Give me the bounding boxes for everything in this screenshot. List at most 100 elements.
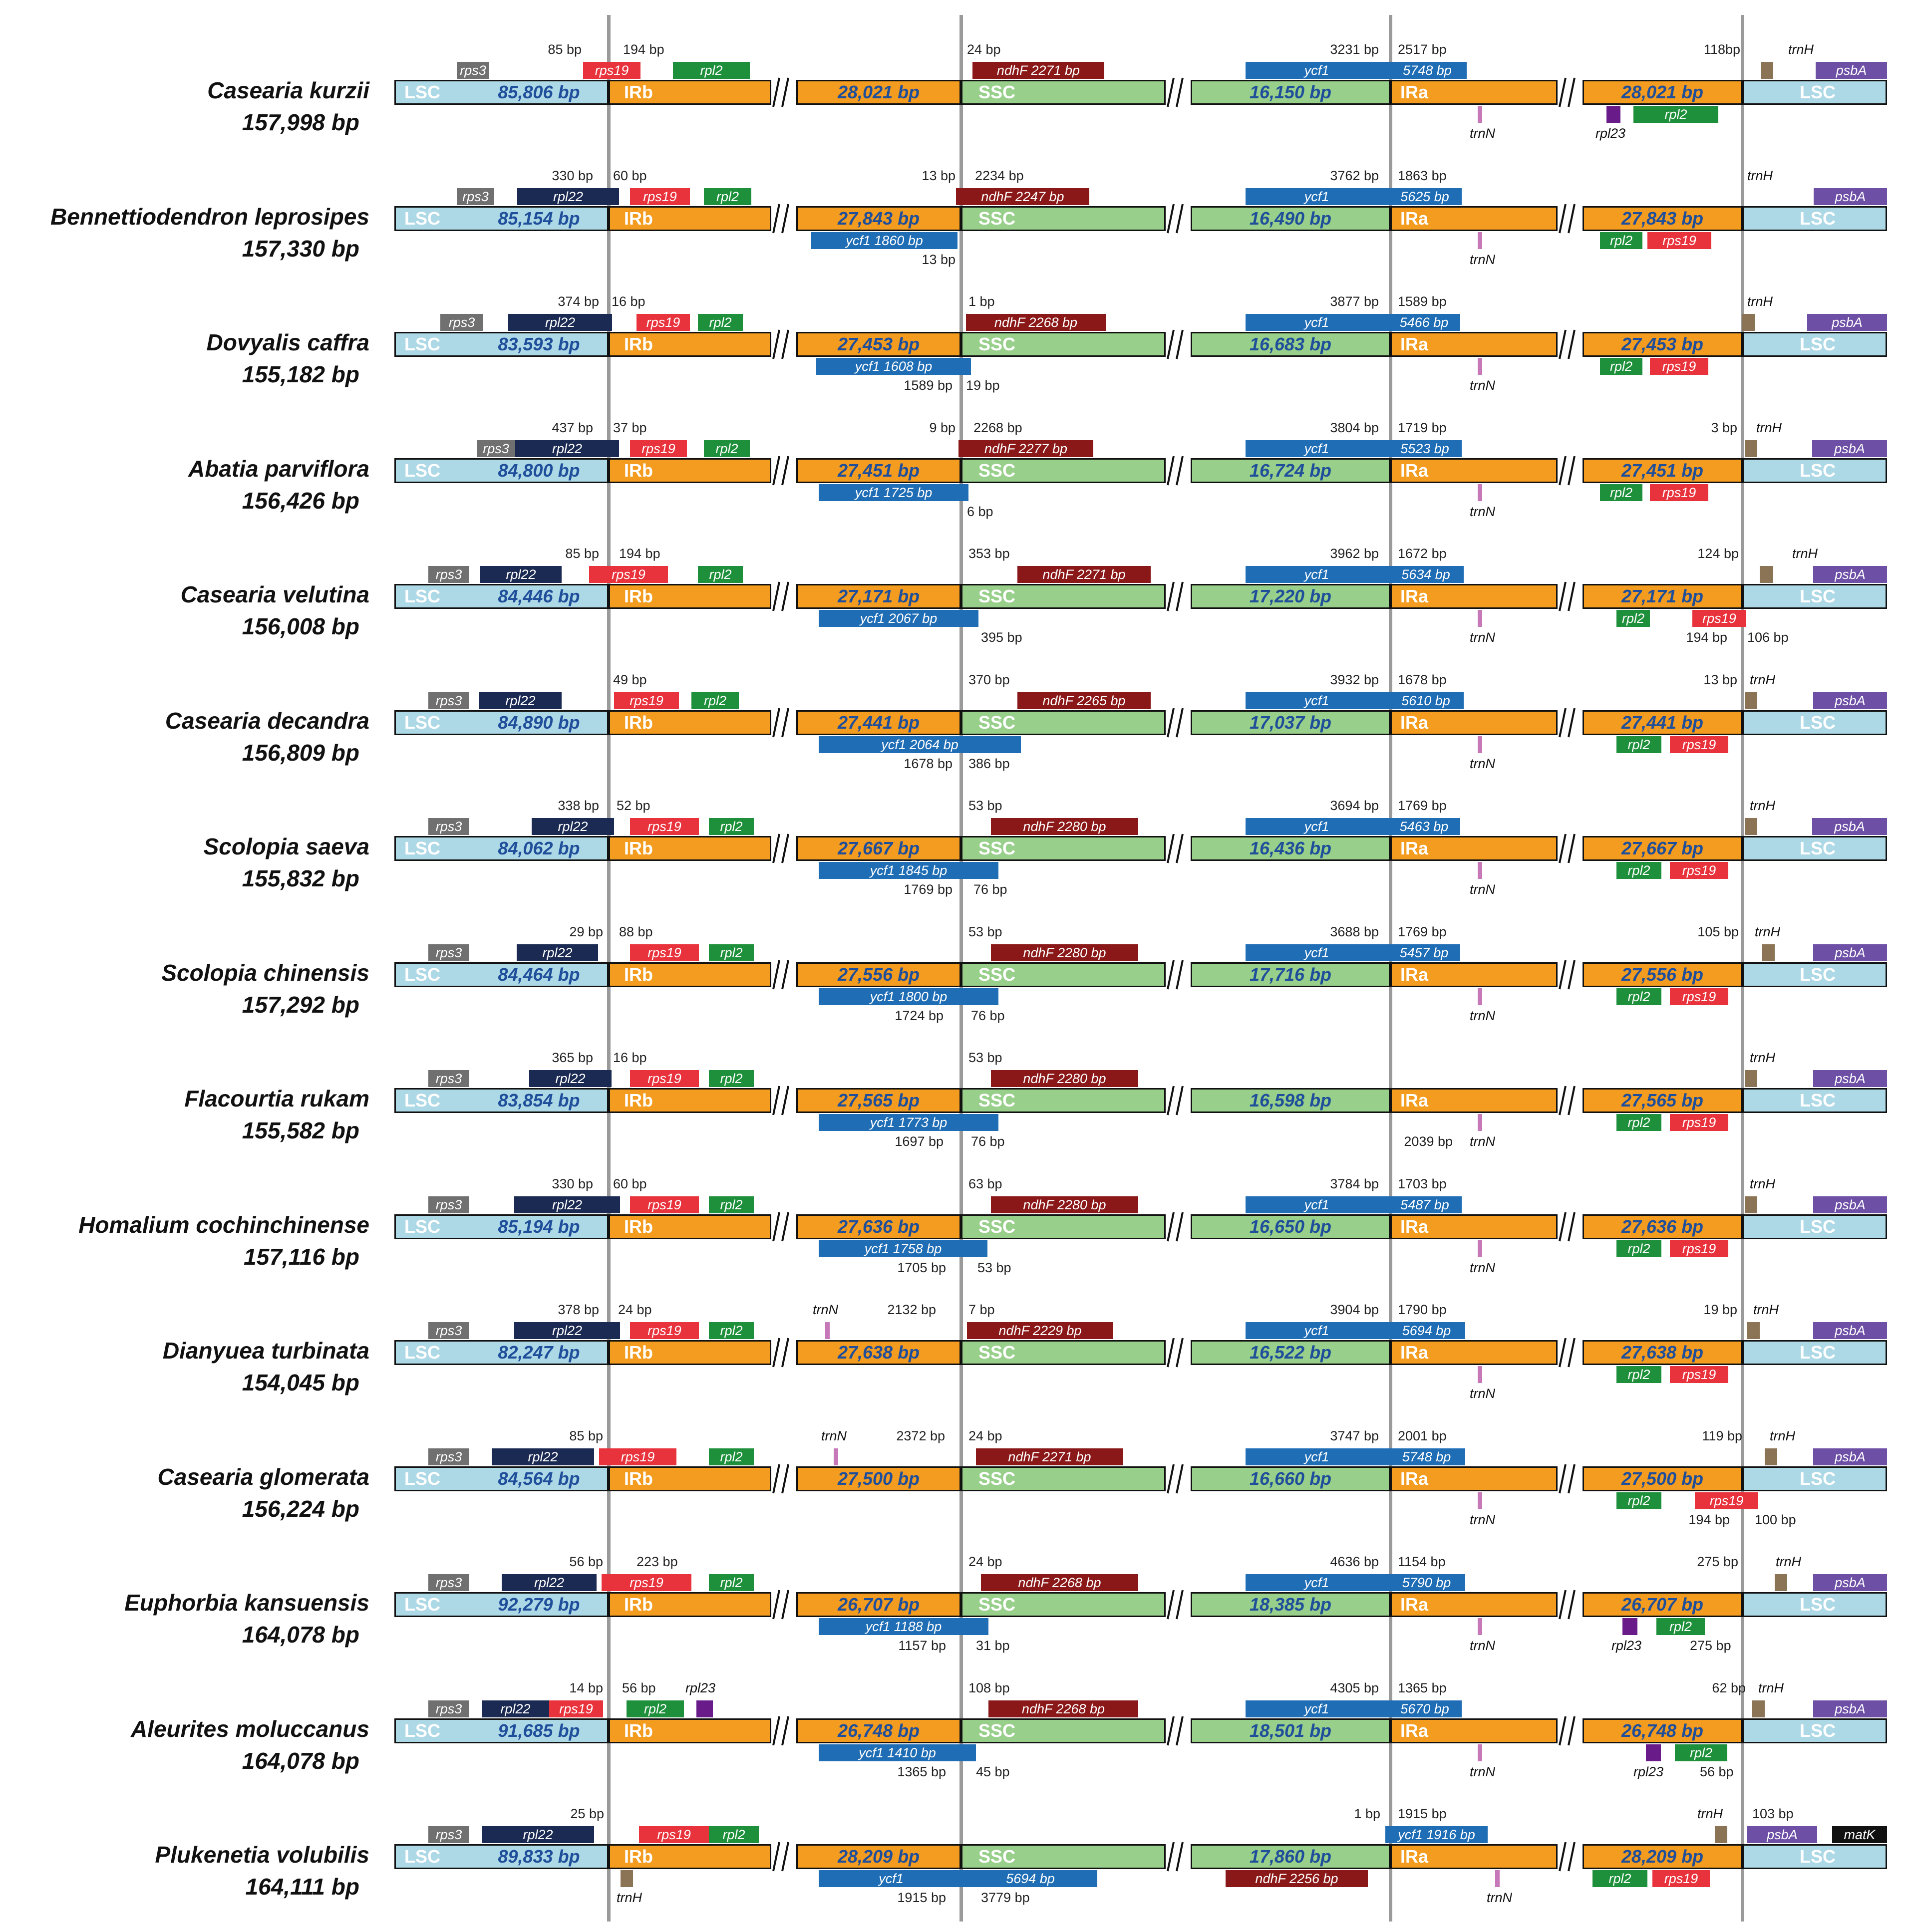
irb-label: IRb (624, 712, 653, 733)
gene-rps19: rps19 (1650, 484, 1708, 501)
gene-name-label: trnH (1755, 924, 1781, 939)
ira-bar (1390, 1718, 1558, 1743)
bp-label: 13 bp (922, 168, 955, 183)
bp-label: 103 bp (1752, 1806, 1794, 1821)
bp-label: 2517 bp (1398, 42, 1447, 57)
gene-name-label: trnH (1770, 1428, 1796, 1443)
gene-rpl2: rpl2 (709, 944, 754, 961)
bp-label: 1915 bp (897, 1890, 946, 1905)
trnN-tick (1478, 610, 1482, 627)
bp-label: 13 bp (1703, 672, 1737, 687)
gene-rps3: rps3 (440, 314, 483, 331)
bp-label: 37 bp (613, 420, 647, 435)
gene-rpl2: rpl2 (1616, 1492, 1661, 1509)
break-mark (1165, 453, 1187, 488)
ira-label: IRa (1400, 334, 1429, 354)
irb-end-bar (796, 332, 961, 357)
ira-end-bar (1583, 836, 1742, 861)
gene-ycf1: ycf1 (1246, 440, 1388, 457)
ssc-label: SSC (978, 586, 1016, 606)
bp-label: 16 bp (612, 294, 645, 309)
bp-label: 4636 bp (1330, 1554, 1379, 1569)
gene-ndhF: ndhF 2268 bp (981, 1574, 1138, 1591)
bp-label: 63 bp (968, 1176, 1002, 1191)
lsc-length: 85,154 bp (498, 208, 580, 229)
genome-size: 155,582 bp (242, 1117, 359, 1143)
genome-size: 157,292 bp (242, 991, 359, 1018)
genome-size: 164,078 bp (242, 1747, 359, 1774)
gene-ycf1: 5634 bp (1388, 566, 1464, 583)
gene-trnH (1742, 314, 1755, 331)
break-mark (770, 1713, 792, 1748)
bp-label: 85 bp (548, 42, 582, 57)
lsc-length: 85,194 bp (498, 1216, 580, 1237)
gene-rps3: rps3 (457, 62, 489, 79)
gene-rps3: rps3 (428, 944, 469, 961)
bp-label: 88 bp (619, 924, 653, 939)
irb-label: IRb (624, 1090, 653, 1110)
lsc-end-bar (1742, 80, 1887, 105)
ira-length: 26,707 bp (1621, 1594, 1704, 1615)
ira-label: IRa (1400, 460, 1429, 481)
ssc-bar (961, 458, 1166, 483)
bp-label: 24 bp (967, 42, 1001, 57)
ssc-end-bar (1191, 836, 1390, 861)
irb-label: IRb (624, 1846, 653, 1867)
gene-name-label: rpl23 (1611, 1638, 1642, 1653)
gene-ndhF: ndhF 2280 bp (991, 1070, 1138, 1087)
genome-size: 156,008 bp (242, 613, 359, 639)
gene-rpl22: rpl22 (480, 566, 562, 583)
break-mark (1165, 201, 1187, 236)
gene-ndhF: ndhF 2247 bp (956, 188, 1089, 205)
gene-trnH (1715, 1826, 1727, 1843)
irb-label: IRb (624, 586, 653, 606)
gene-ycf1: ycf1 1608 bp (816, 358, 971, 375)
ssc-length: 16,683 bp (1249, 334, 1332, 354)
lsc-end-label: LSC (1800, 1594, 1836, 1615)
gene-rpl23 (1622, 1618, 1637, 1635)
gene-rps3: rps3 (428, 1700, 469, 1717)
gene-rps19: rps19 (630, 1196, 699, 1213)
gene-rps19: rps19 (1670, 988, 1728, 1005)
ssc-length: 17,220 bp (1249, 586, 1332, 606)
gene-ndhF: ndhF 2277 bp (958, 440, 1093, 457)
gene-trnH (1761, 62, 1773, 79)
gene-psbA: psbA (1747, 1826, 1817, 1843)
bp-label: 2234 bp (975, 168, 1024, 183)
lsc-length: 83,854 bp (498, 1090, 580, 1110)
bp-label: 1703 bp (1398, 1176, 1447, 1191)
gene-rps19: rps19 (614, 692, 679, 709)
gene-ycf1: 5670 bp (1388, 1700, 1462, 1717)
species-name: Casearia kurzii (207, 77, 369, 103)
species-name: Casearia decandra (165, 707, 369, 734)
ssc-label: SSC (978, 82, 1016, 102)
bp-label: 2001 bp (1398, 1428, 1447, 1443)
lsc-length: 84,446 bp (498, 586, 580, 606)
bp-label: 56 bp (622, 1680, 656, 1695)
ira-label: IRa (1400, 1468, 1429, 1489)
gene-psbA: psbA (1813, 1070, 1887, 1087)
bp-label: 194 bp (1688, 1512, 1730, 1527)
gene-rpl2: rpl2 (709, 1322, 754, 1339)
species-name: Bennettiodendron leprosipes (50, 203, 369, 230)
bp-label: 1 bp (968, 294, 995, 309)
ssc-bar (961, 206, 1166, 231)
trnN-tick (1478, 106, 1482, 123)
ssc-bar (961, 962, 1166, 987)
ira-end-bar (1583, 1592, 1742, 1617)
ira-end-bar (1583, 962, 1742, 987)
gene-rps19: rps19 (1670, 1114, 1728, 1131)
bp-label: 24 bp (618, 1302, 652, 1317)
gene-trnH (1760, 566, 1773, 583)
gene-rpl23 (1606, 106, 1620, 123)
irb-length: 27,843 bp (837, 208, 920, 229)
break-mark (1165, 705, 1187, 740)
bp-label: 2372 bp (896, 1428, 945, 1443)
gene-rps19: rps19 (1652, 1870, 1710, 1887)
gene-ndhF: ndhF 2229 bp (967, 1322, 1113, 1339)
break-mark (1165, 75, 1187, 110)
genome-size: 157,330 bp (242, 235, 359, 262)
irb-length: 27,441 bp (837, 712, 920, 733)
species-name: Scolopia saeva (203, 833, 369, 859)
irb-length: 27,636 bp (837, 1216, 920, 1237)
